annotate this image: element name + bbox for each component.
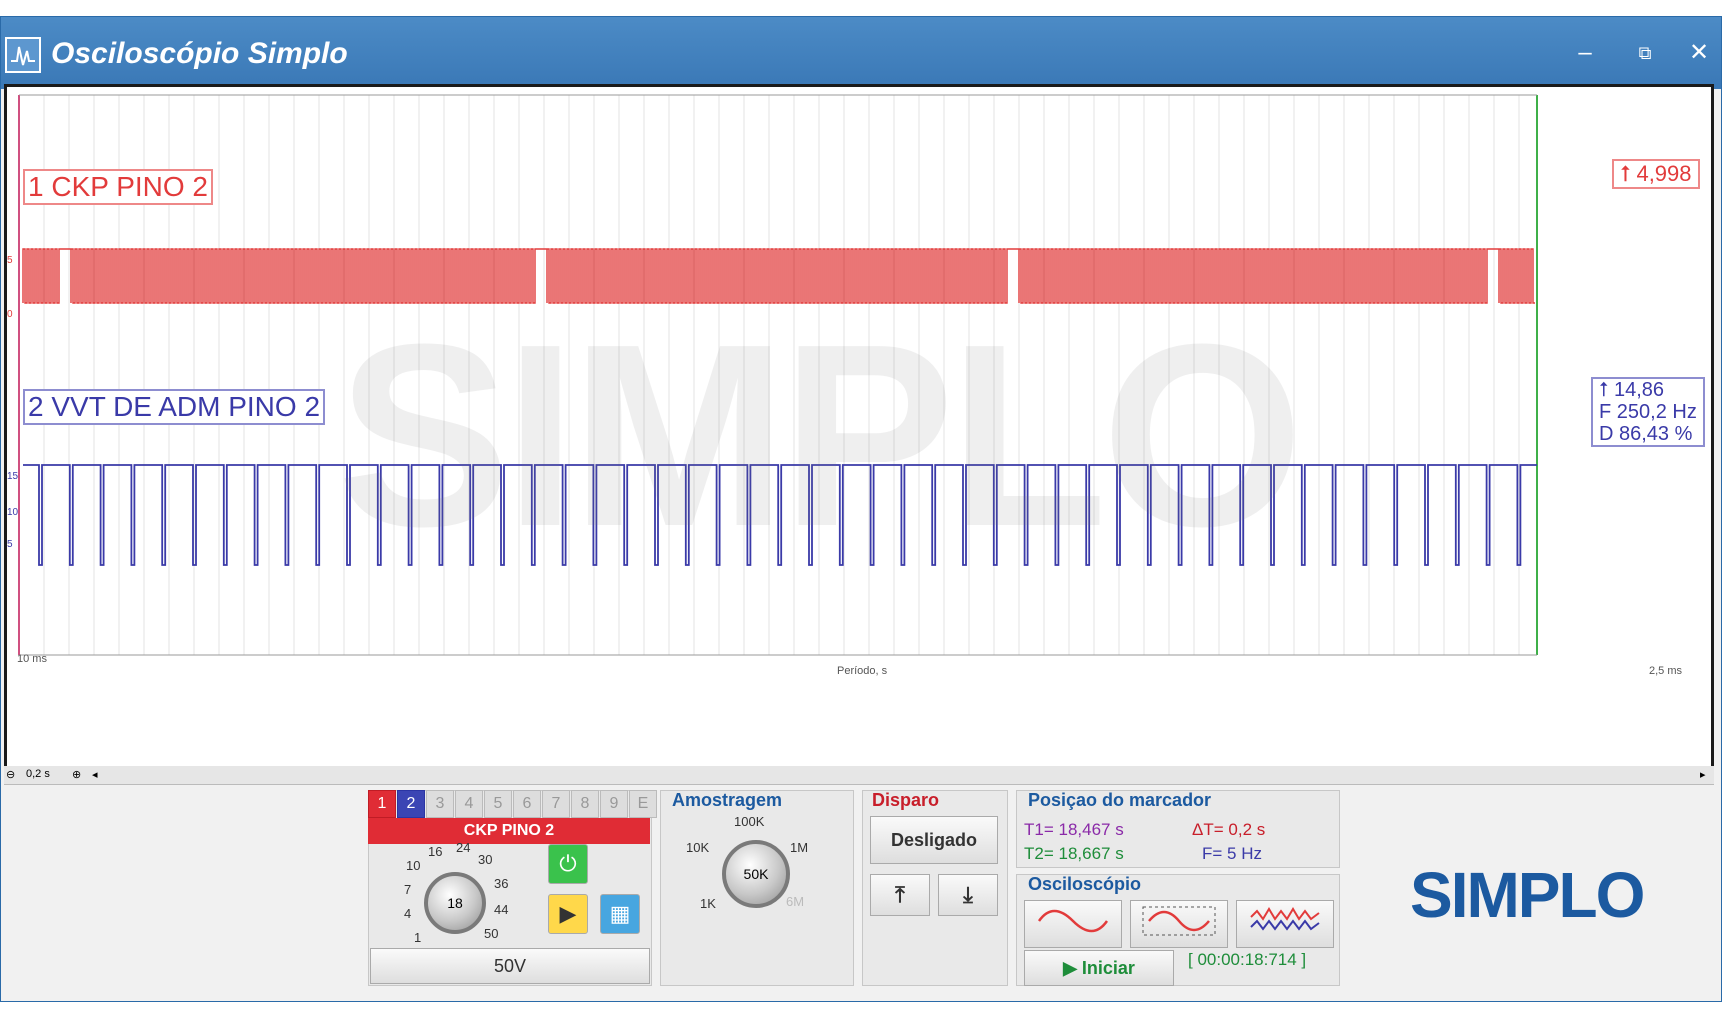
sine-wave-icon — [1037, 909, 1109, 933]
voltage-tick-16: 16 — [428, 844, 443, 859]
ch2-scale-10: 10 — [7, 507, 19, 518]
simplo-watermark: SIMPLO — [337, 291, 1304, 581]
horizontal-scrollbar[interactable]: ⊖ 0,2 s ⊕ ◂ ▸ — [4, 766, 1714, 785]
ch2-scale-15: 15 — [7, 471, 19, 482]
channel1-label: 1 CKP PINO 2 — [23, 169, 214, 205]
wave-icon — [11, 46, 35, 66]
window-title: Osciloscópio Simplo — [51, 37, 348, 70]
sampling-title: Amostragem — [672, 790, 783, 810]
channel1-waveform — [22, 248, 1535, 304]
title-bar: Osciloscópio Simplo – ⧉ ✕ — [1, 17, 1721, 89]
marker-dt: ΔT= 0,2 s — [1192, 820, 1266, 839]
axis-start-label: 10 ms — [17, 653, 47, 665]
calculator-button[interactable]: ▦ — [600, 894, 640, 934]
play-button[interactable]: ▶ — [548, 894, 588, 934]
scroll-right-icon[interactable]: ▸ — [1700, 769, 1706, 781]
start-button[interactable]: ▶ Iniciar — [1024, 950, 1174, 986]
simplo-logo: SIMPLO — [1410, 859, 1645, 931]
tab-channel-e[interactable]: E — [629, 790, 657, 818]
tab-channel-5[interactable]: 5 — [484, 790, 512, 818]
elapsed-timer: [ 00:00:18:714 ] — [1188, 950, 1307, 969]
marker-title: Posiçao do marcador — [1028, 790, 1212, 810]
sampling-tick-1k: 1K — [700, 896, 716, 911]
start-label: Iniciar — [1081, 958, 1135, 978]
channel2-label: 2 VVT DE ADM PINO 2 — [23, 389, 326, 425]
voltage-tick-30: 30 — [478, 852, 493, 867]
envelope-wave-icon — [1142, 906, 1216, 936]
ch1-scale-0: 0 — [7, 309, 13, 320]
channel1-marker-value: ⭡ 4,998 — [1612, 159, 1700, 189]
axis-title: Período, s — [837, 665, 888, 677]
voltage-tick-50: 50 — [484, 926, 499, 941]
trigger-mode-button[interactable]: Desligado — [870, 816, 998, 864]
close-button[interactable]: ✕ — [1688, 39, 1710, 66]
sampling-tick-10k: 10K — [686, 840, 710, 855]
sine-mode-button[interactable] — [1024, 900, 1122, 948]
tab-channel-4[interactable]: 4 — [455, 790, 483, 818]
zoom-value: 0,2 s — [26, 768, 50, 780]
ch1-scale-5: 5 — [7, 255, 13, 266]
tab-channel-3[interactable]: 3 — [426, 790, 454, 818]
voltage-tick-7: 7 — [404, 882, 412, 897]
scope-display[interactable]: SIMPLO 1 CKP PINO 2 2 VVT DE ADM PINO 2 … — [4, 84, 1714, 766]
sampling-tick-6m: 6M — [786, 894, 805, 909]
envelope-mode-button[interactable] — [1130, 900, 1228, 948]
scroll-left-icon[interactable]: ◂ — [92, 769, 98, 781]
channel2-waveform — [23, 464, 1537, 566]
marker-t2: T2= 18,667 s — [1024, 844, 1124, 863]
tab-channel-8[interactable]: 8 — [571, 790, 599, 818]
marker-freq: F= 5 Hz — [1202, 844, 1262, 863]
noise-mode-button[interactable] — [1236, 900, 1334, 948]
zoom-out-icon[interactable]: ⊖ — [6, 769, 16, 781]
range-selector[interactable]: 50V — [370, 948, 650, 984]
marker-t1: T1= 18,467 s — [1024, 820, 1124, 839]
sampling-knob[interactable]: 50K — [722, 840, 790, 908]
tab-channel-7[interactable]: 7 — [542, 790, 570, 818]
channel2-duty: D 86,43 % — [1599, 423, 1693, 445]
rising-edge-button[interactable]: ⤒ — [870, 874, 930, 916]
play-icon: ▶ — [1063, 958, 1082, 978]
voltage-tick-36: 36 — [494, 876, 509, 891]
falling-edge-button[interactable]: ⤓ — [938, 874, 998, 916]
tab-channel-1[interactable]: 1 — [368, 790, 396, 818]
voltage-tick-24: 24 — [456, 840, 471, 855]
channel2-frequency: F 250,2 Hz — [1599, 401, 1697, 423]
ch2-scale-5: 5 — [7, 539, 13, 550]
tab-channel-2[interactable]: 2 — [397, 790, 425, 818]
voltage-tick-10: 10 — [406, 858, 421, 873]
sampling-tick-1m: 1M — [790, 840, 809, 855]
tab-channel-6[interactable]: 6 — [513, 790, 541, 818]
noise-wave-icon — [1250, 907, 1320, 931]
voltage-knob[interactable]: 18 — [424, 872, 486, 934]
trigger-title: Disparo — [872, 790, 940, 810]
sampling-tick-100k: 100K — [734, 814, 765, 829]
marker-panel — [1016, 790, 1340, 868]
oscilloscope-app-icon — [5, 37, 41, 73]
restore-button[interactable]: ⧉ — [1638, 43, 1652, 63]
voltage-tick-1: 1 — [414, 930, 422, 945]
voltage-tick-44: 44 — [494, 902, 509, 917]
oscilloscope-title: Osciloscópio — [1028, 874, 1142, 894]
channel2-measurements: ⭡ 14,86 F 250,2 Hz D 86,43 % — [1591, 377, 1705, 447]
zoom-in-icon[interactable]: ⊕ — [72, 769, 82, 781]
axis-end-label: 2,5 ms — [1649, 665, 1683, 677]
tab-channel-9[interactable]: 9 — [600, 790, 628, 818]
channel2-peak: ⭡ 14,86 — [1599, 379, 1665, 401]
voltage-tick-4: 4 — [404, 906, 412, 921]
power-button[interactable]: ⏻ — [548, 844, 588, 884]
channel-name-header: CKP PINO 2 — [368, 818, 650, 844]
minimize-button[interactable]: – — [1578, 39, 1592, 66]
